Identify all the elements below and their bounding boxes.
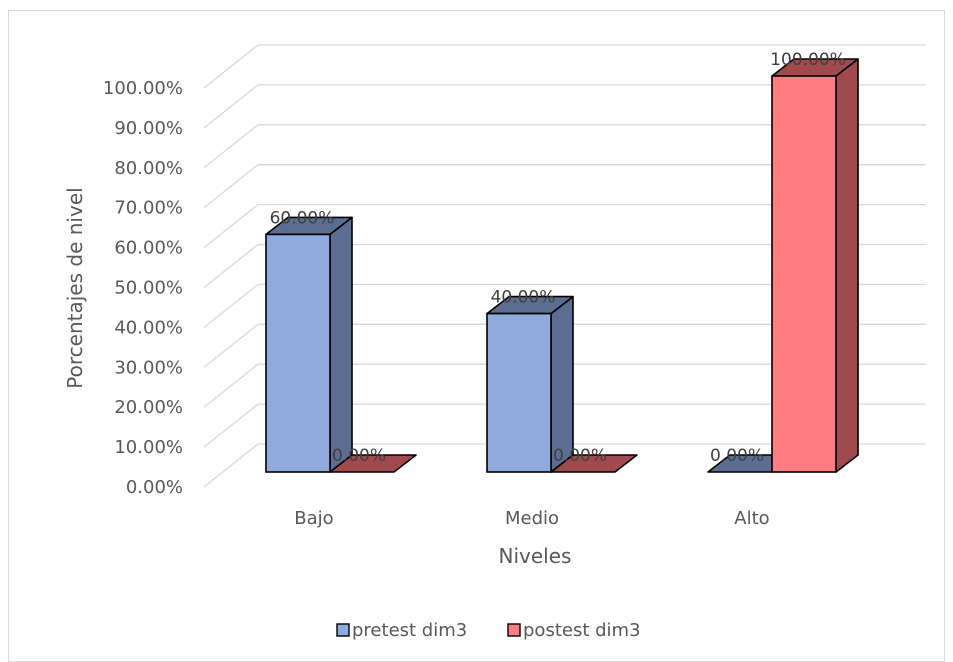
gridline — [203, 124, 926, 169]
bar — [265, 216, 353, 473]
y-axis-ticks: 0.00% 10.00% 20.00% 30.00% 40.00% 50.00% 60.00… — [103, 78, 183, 498]
bar-side — [329, 216, 353, 473]
bar-front — [771, 75, 837, 473]
y-axis-title: Porcentajes de nivel — [63, 187, 87, 388]
y-tick-label: 20.00% — [114, 397, 183, 418]
legend-swatch — [507, 623, 521, 637]
x-category-label: Alto — [734, 508, 769, 529]
data-label: 40.00% — [491, 288, 556, 308]
bar — [486, 295, 574, 473]
y-tick-label: 100.00% — [103, 78, 183, 99]
bars: 60.00% 0.00% 40.00% 0.00% 0.00% 100.00% — [265, 50, 859, 473]
gridline — [203, 44, 926, 89]
y-tick-label: 50.00% — [114, 278, 183, 299]
gridline — [203, 243, 926, 289]
gridline — [203, 84, 926, 129]
x-axis-title: Niveles — [499, 544, 572, 568]
y-tick-label: 90.00% — [114, 118, 183, 139]
x-category-label: Bajo — [294, 508, 333, 529]
gridline — [203, 203, 926, 249]
bar-front — [486, 312, 552, 473]
y-tick-label: 60.00% — [114, 238, 183, 259]
bar — [329, 454, 417, 473]
x-category-label: Medio — [505, 508, 559, 529]
gridline — [203, 323, 926, 368]
legend-label: postest dim3 — [523, 620, 641, 641]
gridline — [203, 403, 926, 448]
y-tick-label: 30.00% — [114, 357, 183, 378]
gridlines — [203, 44, 926, 488]
y-tick-label: 0.00% — [126, 477, 183, 498]
data-label: 60.00% — [270, 208, 335, 228]
data-label: 0.00% — [332, 446, 386, 466]
bar-front — [265, 233, 331, 473]
legend-label: pretest dim3 — [352, 620, 467, 641]
gridline — [203, 363, 926, 408]
y-tick-label: 80.00% — [114, 158, 183, 179]
bar — [771, 58, 859, 473]
legend: pretest dim3 postest dim3 — [336, 620, 641, 641]
bar-top — [550, 454, 638, 473]
gridline — [203, 283, 926, 328]
gridline — [203, 164, 926, 209]
y-tick-label: 40.00% — [114, 317, 183, 338]
data-label: 0.00% — [553, 446, 607, 466]
data-label: 100.00% — [770, 50, 846, 70]
bar-top — [329, 454, 417, 473]
bar-side — [835, 58, 859, 473]
y-tick-label: 10.00% — [114, 437, 183, 458]
bar — [550, 454, 638, 473]
legend-swatch — [336, 623, 350, 637]
x-axis-categories: Bajo Medio Alto — [294, 508, 769, 529]
y-tick-label: 70.00% — [114, 198, 183, 219]
data-label: 0.00% — [710, 446, 764, 466]
gridline — [203, 443, 926, 488]
